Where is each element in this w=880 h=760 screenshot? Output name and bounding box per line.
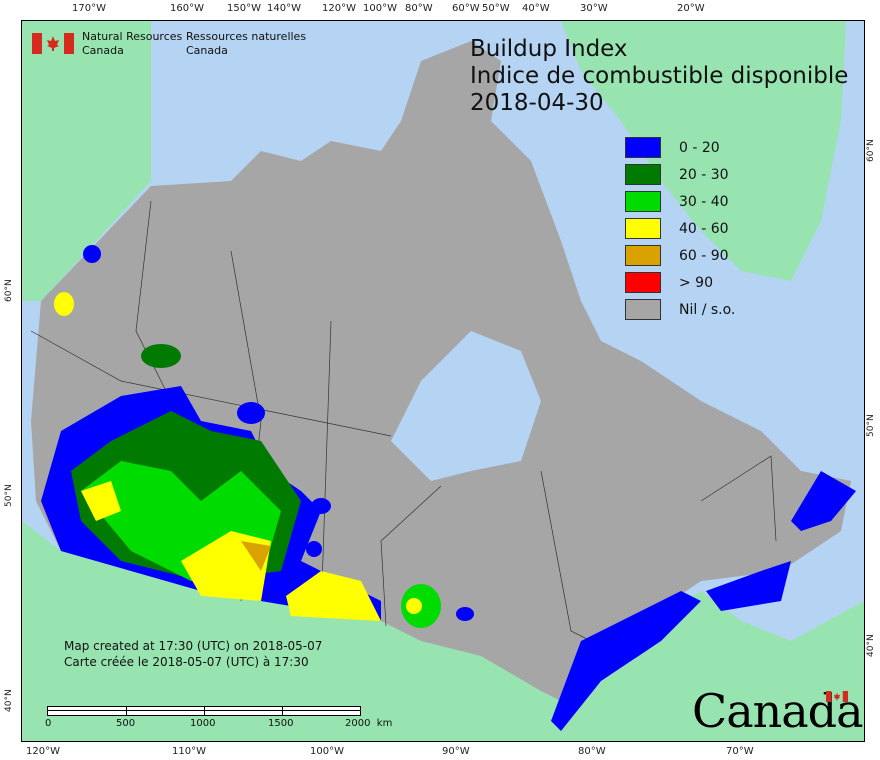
legend-swatch [625,164,661,185]
scale-bar [47,706,361,716]
top-tick: 30°W [580,3,608,14]
credit-fr: Carte créée le 2018-05-07 (UTC) à 17:30 [64,655,309,669]
top-tick: 50°W [482,3,510,14]
scale-label: 500 [116,718,136,729]
bottom-tick: 90°W [442,746,470,757]
right-tick: 40°N [866,634,876,657]
scale-label: 1500 [268,718,294,729]
top-tick: 60°W [452,3,480,14]
legend-item: 30 - 40 [625,188,735,215]
alaska-land [22,21,151,301]
agency-fr-line2: Canada [186,44,228,57]
bottom-tick: 100°W [310,746,344,757]
agency-name-fr: Ressources naturelles Canada [186,30,306,58]
legend-item: 60 - 90 [625,242,735,269]
canada-wordmark: Canada [692,684,864,738]
legend: 0 - 20 20 - 30 30 - 40 40 - 60 60 - 90 > 90 Ni… [625,134,735,323]
agency-name-en: Natural Resources Canada [82,30,182,58]
legend-item: 0 - 20 [625,134,735,161]
top-tick: 140°W [267,3,301,14]
legend-item: 20 - 30 [625,161,735,188]
hudson-bay [391,331,541,481]
top-tick: 160°W [170,3,204,14]
legend-swatch [625,299,661,320]
bottom-tick: 110°W [172,746,206,757]
legend-swatch [625,245,661,266]
map-title: Buildup Index Indice de combustible disp… [470,36,848,117]
legend-swatch [625,137,661,158]
left-tick: 50°N [4,484,14,507]
bottom-tick: 80°W [578,746,606,757]
legend-label: 0 - 20 [679,139,720,156]
left-tick: 40°N [4,689,14,712]
scale-label: 0 [45,718,52,729]
title-fr: Indice de combustible disponible [470,63,849,89]
legend-item: > 90 [625,269,735,296]
legend-swatch [625,272,661,293]
left-tick: 60°N [4,279,14,302]
scale-label: 1000 [190,718,216,729]
agency-en-line2: Canada [82,44,124,57]
bottom-tick: 70°W [726,746,754,757]
legend-label: 60 - 90 [679,247,729,264]
legend-label: 20 - 30 [679,166,729,183]
map-canvas [22,21,864,741]
legend-item: Nil / s.o. [625,296,735,323]
legend-swatch [625,218,661,239]
right-tick: 60°N [866,139,876,162]
top-tick: 100°W [363,3,397,14]
right-tick: 50°N [866,414,876,437]
top-tick: 20°W [677,3,705,14]
map-frame [21,20,865,742]
usa-land [22,521,864,741]
top-tick: 40°W [522,3,550,14]
wordmark-flag-icon [826,691,848,702]
index-regions [41,245,856,731]
top-tick: 80°W [405,3,433,14]
canada-flag-icon [32,33,74,54]
title-en: Buildup Index [470,36,628,62]
legend-item: 40 - 60 [625,215,735,242]
map-date: 2018-04-30 [470,90,604,116]
scale-label: 2000 km [345,718,393,729]
agency-en-line1: Natural Resources [82,30,183,43]
map-credit: Map created at 17:30 (UTC) on 2018-05-07… [64,638,322,670]
legend-label: Nil / s.o. [679,301,736,318]
bottom-tick: 120°W [26,746,60,757]
credit-en: Map created at 17:30 (UTC) on 2018-05-07 [64,639,323,653]
top-tick: 170°W [72,3,106,14]
top-tick: 120°W [322,3,356,14]
legend-label: 30 - 40 [679,193,729,210]
legend-label: 40 - 60 [679,220,729,237]
agency-fr-line1: Ressources naturelles [186,30,307,43]
legend-label: > 90 [679,274,713,291]
greenland-land [561,21,846,281]
legend-swatch [625,191,661,212]
top-tick: 150°W [227,3,261,14]
